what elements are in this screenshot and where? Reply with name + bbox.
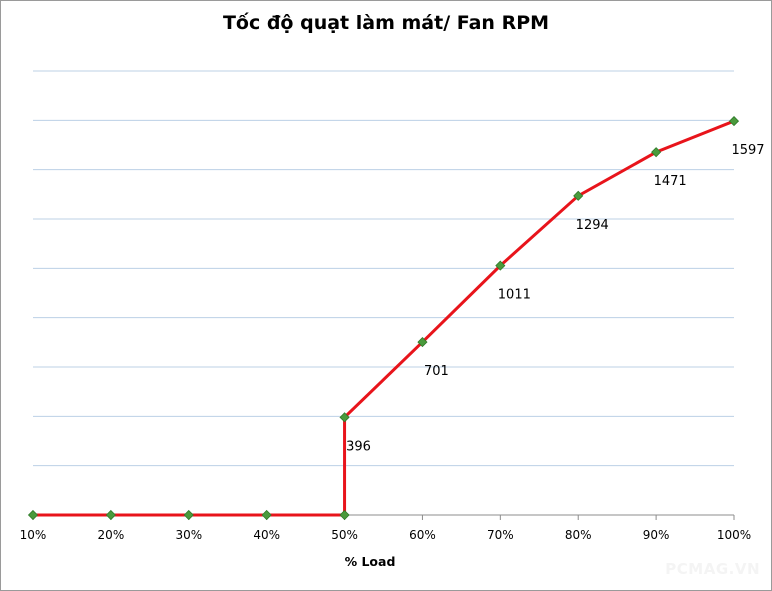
chart-title: Tốc độ quạt làm mát/ Fan RPM [222,12,550,34]
x-axis-label: % Load [344,554,396,569]
data-point [105,509,116,521]
data-label: 701 [424,364,449,379]
data-point [183,509,194,521]
data-point [417,337,428,348]
data-point [339,509,350,521]
data-point [261,509,272,521]
x-tick-label: 40% [253,528,280,542]
data-point [573,190,584,201]
data-label: 1011 [498,288,531,303]
x-tick-label: 10% [20,528,47,542]
watermark: PCMAG.VN [665,560,760,578]
data-point [495,260,506,271]
data-point [339,412,350,423]
x-tick-label: 70% [487,528,514,542]
data-point [27,509,39,521]
x-tick-label: 90% [643,528,670,542]
data-label: 1471 [654,174,687,189]
data-label: 396 [346,439,371,454]
x-tick-label: 80% [565,528,592,542]
data-point [728,116,740,127]
data-label: 1597 [731,143,764,158]
data-label: 1294 [576,218,609,233]
x-tick-label: 100% [717,528,751,542]
x-tick-label: 20% [98,528,125,542]
data-point [651,147,662,158]
x-tick-label: 30% [175,528,202,542]
x-tick-label: 50% [331,528,358,542]
x-tick-label: 60% [409,528,436,542]
